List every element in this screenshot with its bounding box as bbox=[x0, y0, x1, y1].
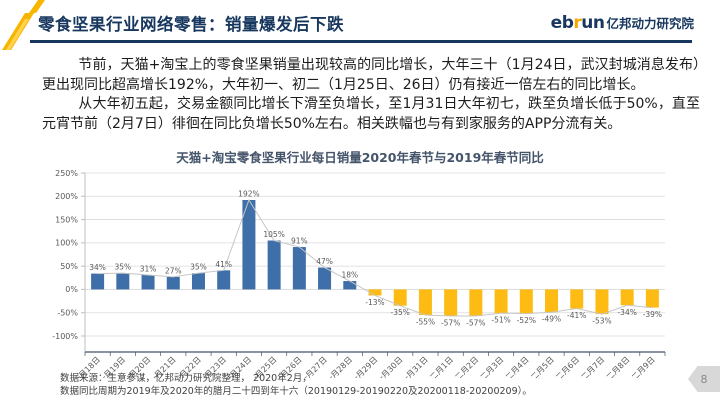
chart-title: 天猫+淘宝零食坚果行业每日销量2020年春节与2019年春节同比 bbox=[176, 150, 544, 165]
page-number-badge: 8 bbox=[688, 366, 720, 392]
svg-text:二月7日: 二月7日 bbox=[579, 355, 606, 378]
svg-text:-50%: -50% bbox=[57, 309, 78, 318]
svg-text:二月5日: 二月5日 bbox=[529, 355, 556, 378]
ebrun-logo: eb r un 亿邦动力研究院 bbox=[551, 13, 694, 33]
svg-text:31%: 31% bbox=[140, 264, 157, 273]
svg-text:-55%: -55% bbox=[416, 318, 435, 327]
svg-text:105%: 105% bbox=[263, 230, 284, 239]
bar-chart: 250% 200% 150% 100% 50% 0% -50% -100% 34% 35% 31% 2… bbox=[52, 169, 666, 386]
svg-text:-13%: -13% bbox=[365, 298, 384, 307]
logo-text-eb: eb bbox=[550, 13, 574, 33]
svg-text:47%: 47% bbox=[316, 257, 333, 266]
logo-text-cn: 亿邦动力研究院 bbox=[606, 16, 694, 31]
svg-text:35%: 35% bbox=[114, 263, 131, 272]
svg-text:二月8日: 二月8日 bbox=[605, 355, 632, 378]
page-number: 8 bbox=[700, 372, 708, 386]
data-source-note: 数据来源：生意参谋，亿邦动力研究院整理， 2020年2月， 数据同比周期为201… bbox=[60, 372, 532, 398]
svg-text:-57%: -57% bbox=[441, 318, 460, 327]
chart-area: 250% 200% 150% 100% 50% 0% -50% -100% 34% 35% 31% 2… bbox=[30, 166, 690, 386]
svg-text:192%: 192% bbox=[238, 190, 259, 199]
svg-text:二月6日: 二月6日 bbox=[554, 355, 581, 378]
period-line: 数据同比周期为2019年及2020年的腊月二十四到年十六（20190129-20… bbox=[60, 386, 532, 397]
paragraph-1: 节前，天猫+淘宝上的零食坚果销量出现较高的同比增长，大年三十（1月24日，武汉封… bbox=[42, 57, 700, 93]
svg-text:18%: 18% bbox=[341, 271, 358, 280]
svg-text:二月9日: 二月9日 bbox=[630, 355, 657, 378]
svg-text:91%: 91% bbox=[291, 237, 308, 246]
source-line: 数据来源：生意参谋，亿邦动力研究院整理， 2020年2月， bbox=[60, 373, 312, 384]
svg-text:200%: 200% bbox=[55, 192, 78, 201]
svg-text:0%: 0% bbox=[65, 285, 78, 294]
slash-decoration-icon bbox=[2, 0, 45, 50]
svg-text:150%: 150% bbox=[55, 215, 78, 224]
svg-text:34%: 34% bbox=[89, 263, 106, 272]
header-divider bbox=[30, 40, 692, 43]
svg-text:-53%: -53% bbox=[592, 317, 611, 326]
svg-text:35%: 35% bbox=[190, 263, 207, 272]
paragraph-2: 从大年初五起，交易金额同比增长下滑至负增长，至1月31日大年初七，跌至负增长低于… bbox=[42, 96, 700, 132]
svg-text:-57%: -57% bbox=[466, 318, 485, 327]
svg-text:250%: 250% bbox=[55, 169, 78, 178]
body-text: 节前，天猫+淘宝上的零食坚果销量出现较高的同比增长，大年三十（1月24日，武汉封… bbox=[42, 56, 700, 134]
page-title: 零食坚果行业网络零售：销量爆发后下跌 bbox=[38, 15, 344, 34]
svg-text:-35%: -35% bbox=[391, 308, 410, 317]
svg-text:-34%: -34% bbox=[617, 308, 636, 317]
logo-text-un: un bbox=[581, 13, 605, 33]
svg-text:-51%: -51% bbox=[491, 316, 510, 325]
svg-text:-49%: -49% bbox=[542, 315, 561, 324]
svg-text:-41%: -41% bbox=[567, 311, 586, 320]
svg-text:-100%: -100% bbox=[52, 332, 78, 341]
logo-text-r: r bbox=[573, 13, 582, 33]
svg-text:41%: 41% bbox=[215, 260, 232, 269]
svg-text:27%: 27% bbox=[165, 266, 182, 275]
svg-text:-52%: -52% bbox=[517, 316, 536, 325]
svg-text:-39%: -39% bbox=[643, 310, 662, 319]
svg-text:100%: 100% bbox=[55, 239, 78, 248]
svg-text:50%: 50% bbox=[60, 262, 78, 271]
